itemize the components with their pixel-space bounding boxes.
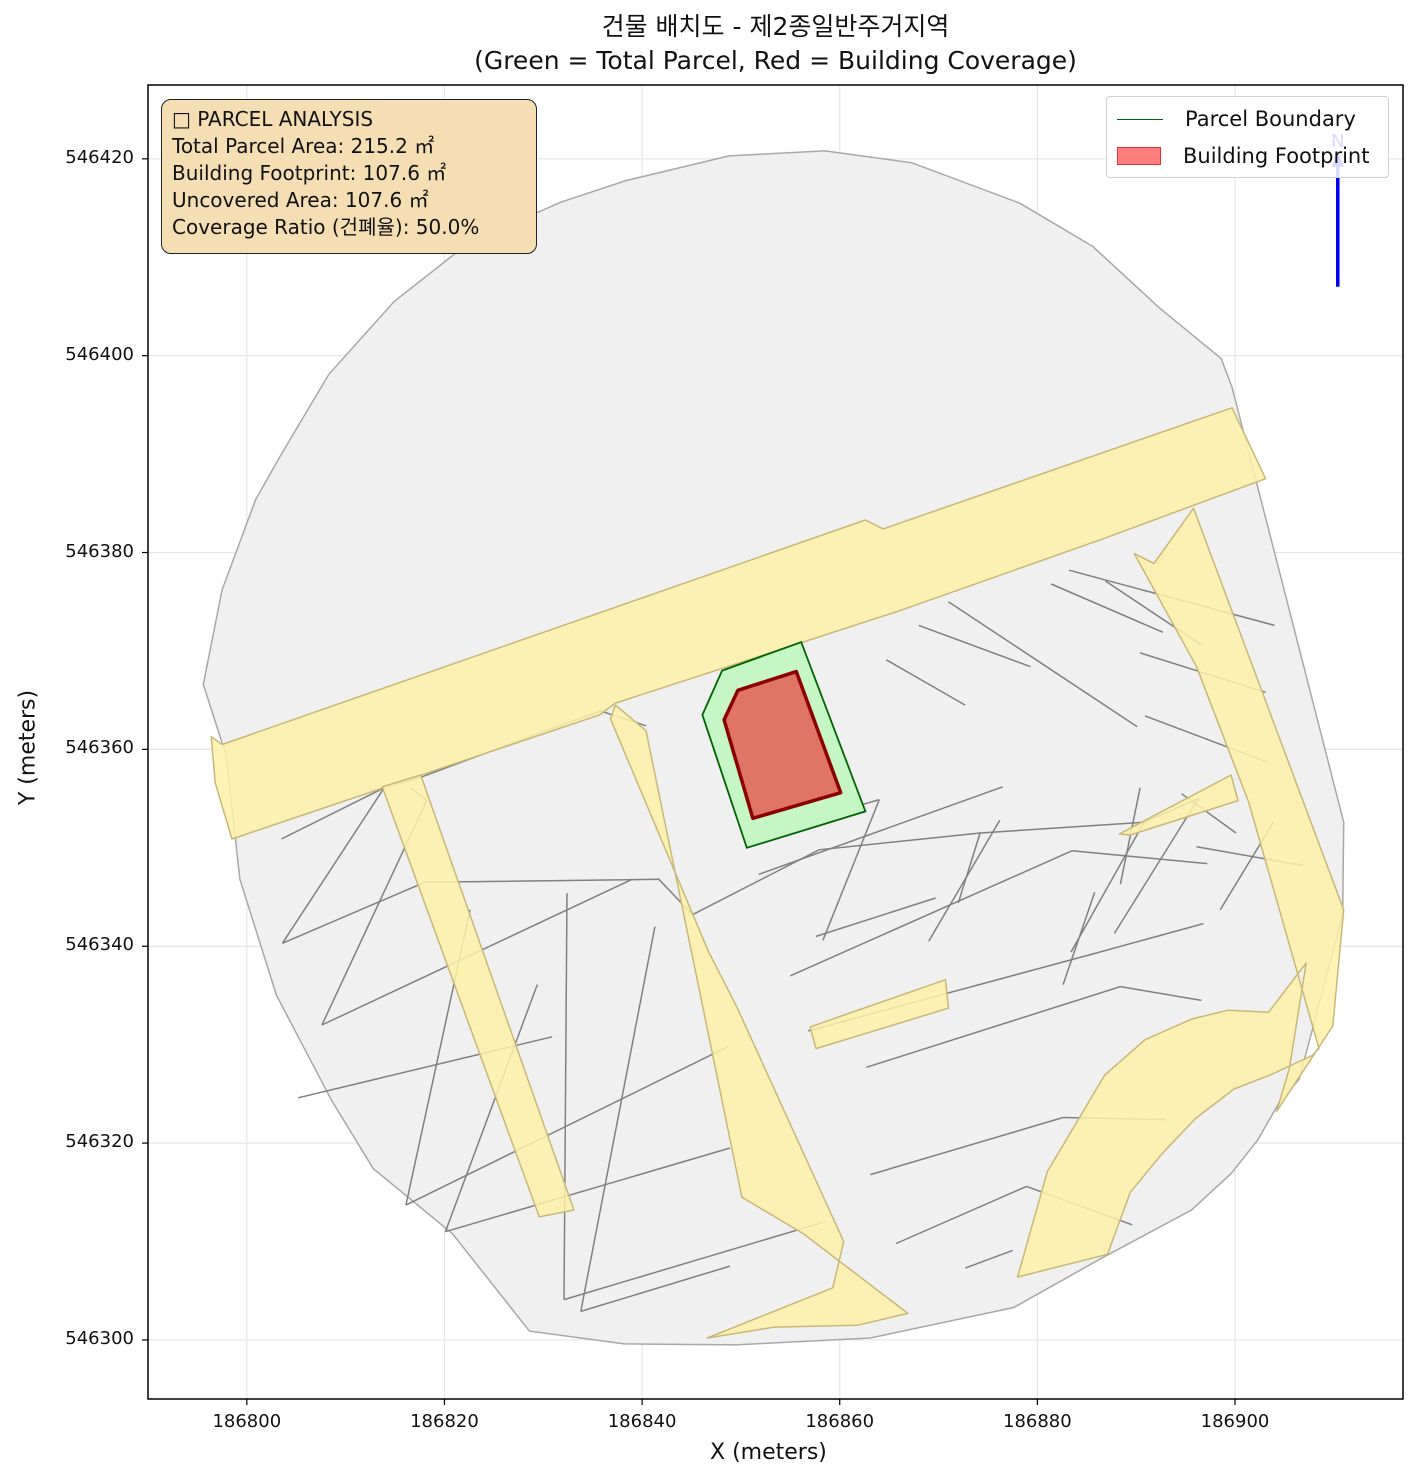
chart-title-line1: 건물 배치도 - 제2종일반주거지역 (601, 12, 950, 41)
legend-patch-swatch (1117, 147, 1161, 165)
parcel-line (964, 1249, 1013, 1269)
parcel-line (445, 1147, 731, 1233)
parcel-line (870, 1116, 1064, 1176)
y-tick-label: 546340 (65, 934, 134, 956)
parcel-line (1113, 798, 1200, 934)
road-segment (809, 978, 950, 1050)
x-tick-label: 186820 (410, 1411, 479, 1432)
parcel-line (918, 624, 1031, 668)
road-segment (609, 704, 909, 1339)
x-tick-label: 186860 (805, 1411, 875, 1432)
parcel-line (1119, 787, 1141, 885)
parcel-line (758, 786, 1004, 876)
road-segment (1118, 774, 1239, 836)
legend: Parcel Boundary Building Footprint (1106, 96, 1389, 178)
parcel-line (444, 984, 539, 1232)
y-tick-label: 546400 (65, 343, 134, 365)
y-tick-label: 546320 (65, 1131, 134, 1153)
building-layer (722, 669, 843, 821)
parcel-line (1120, 985, 1202, 1002)
parcel-line (1050, 583, 1164, 633)
legend-item-parcel: Parcel Boundary (1117, 106, 1356, 132)
uncovered-text: Uncovered Area: 107.6 ㎡ (172, 188, 429, 212)
analysis-heading: □ PARCEL ANALYSIS (172, 107, 374, 131)
x-axis-label: X (meters) (710, 1440, 827, 1465)
parcel-line (866, 985, 1121, 1069)
plot-frame (147, 84, 1404, 1400)
legend-label-building: Building Footprint (1183, 144, 1370, 168)
parcel-line (895, 1185, 1027, 1245)
y-tick-label: 546360 (65, 737, 134, 759)
y-tick-label: 546420 (65, 146, 134, 168)
chart-title-line2: (Green = Total Parcel, Red = Building Co… (474, 46, 1077, 75)
total-area-text: Total Parcel Area: 215.2 ㎡ (172, 134, 435, 158)
y-tick-label: 546300 (65, 1327, 134, 1349)
axis-ticks (142, 158, 1236, 1405)
legend-label-parcel: Parcel Boundary (1185, 107, 1356, 131)
parcel-line (281, 787, 385, 944)
parcel-line (563, 893, 568, 1300)
parcel-line (815, 897, 936, 938)
legend-item-building: Building Footprint (1117, 143, 1369, 169)
parcel-line (928, 819, 1001, 942)
x-tick-label: 186840 (607, 1411, 677, 1432)
x-tick-label: 186900 (1200, 1411, 1270, 1432)
parcel-line (822, 799, 880, 941)
roads-layer (210, 407, 1345, 1339)
parcel-line (580, 1265, 731, 1313)
parcel-line (1071, 850, 1208, 865)
parcel-line (580, 926, 656, 1312)
road-segment (1016, 507, 1345, 1278)
road-segment (381, 774, 575, 1218)
parcel-line (563, 1221, 826, 1301)
y-axis-label: Y (meters) (15, 689, 41, 806)
y-tick-label: 546380 (65, 540, 134, 562)
parcel-line (789, 850, 1073, 977)
parcel-line (957, 832, 981, 904)
parcel-line (885, 659, 966, 706)
coverage-ratio-text: Coverage Ratio (건폐율): 50.0% (172, 215, 480, 239)
parcel-line (405, 1045, 729, 1206)
x-tick-label: 186880 (1003, 1411, 1072, 1432)
road-segment (210, 407, 1267, 840)
parcel-line (1099, 922, 1204, 953)
parcel-line (947, 601, 1138, 728)
footprint-text: Building Footprint: 107.6 ㎡ (172, 161, 447, 185)
parcel-line (282, 797, 1199, 944)
building-footprint (722, 669, 843, 821)
legend-line-swatch (1117, 118, 1163, 120)
x-tick-label: 186800 (212, 1411, 282, 1432)
parcel-analysis-box: □ PARCEL ANALYSIS Total Parcel Area: 215… (161, 99, 537, 254)
parcel-line (1062, 891, 1096, 985)
parcel-line (1070, 821, 1145, 953)
